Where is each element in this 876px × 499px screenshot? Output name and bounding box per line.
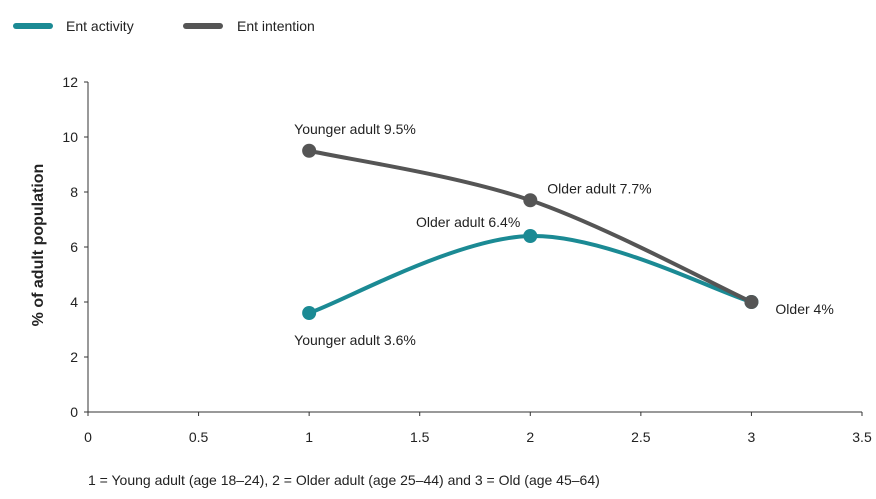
y-tick-label: 12: [62, 74, 78, 90]
y-tick-label: 10: [62, 129, 78, 145]
legend-label-ent-activity: Ent activity: [66, 18, 134, 34]
data-point-ent-activity: [523, 229, 538, 243]
x-tick-label: 0: [84, 429, 92, 445]
data-label-ent-activity: Younger adult 3.6%: [294, 332, 416, 348]
y-tick-label: 6: [70, 239, 78, 255]
y-tick-label: 8: [70, 184, 78, 200]
x-tick-label: 2: [526, 429, 534, 445]
y-tick-label: 2: [70, 349, 78, 365]
x-tick-label: 1.5: [410, 429, 430, 445]
x-tick-label: 2.5: [631, 429, 651, 445]
y-tick-label: 4: [70, 294, 78, 310]
data-label-ent-intention: Younger adult 9.5%: [294, 121, 416, 137]
legend: Ent activity Ent intention: [13, 18, 315, 34]
chart-caption: 1 = Young adult (age 18–24), 2 = Older a…: [88, 472, 600, 488]
x-tick-label: 0.5: [189, 429, 209, 445]
legend-label-ent-intention: Ent intention: [237, 18, 315, 34]
data-point-ent-intention: [523, 193, 538, 208]
data-label-ent-activity: Older adult 6.4%: [416, 214, 520, 230]
data-label-ent-intention: Older adult 7.7%: [547, 180, 651, 196]
x-tick-label: 1: [305, 429, 313, 445]
data-point-ent-intention: [302, 143, 317, 158]
series-points: [302, 143, 759, 320]
y-axis-title: % of adult population: [30, 164, 47, 327]
series-line-ent-intention: [307, 148, 754, 304]
y-tick-labels: 0 2 4 6 8 10 12: [62, 74, 88, 420]
data-label-ent-intention: Older 4%: [775, 301, 833, 317]
x-tick-label: 3: [748, 429, 756, 445]
x-tick-label: 3.5: [852, 429, 872, 445]
data-point-ent-activity: [302, 306, 317, 320]
data-point-ent-intention: [744, 295, 759, 309]
data-labels: Younger adult 3.6% Older adult 6.4% Younge…: [294, 121, 834, 348]
y-tick-label: 0: [70, 404, 78, 420]
series-line-ent-activity: [307, 233, 754, 315]
x-tick-labels: 0 0.5 1 1.5 2 2.5 3 3.5: [84, 412, 872, 445]
